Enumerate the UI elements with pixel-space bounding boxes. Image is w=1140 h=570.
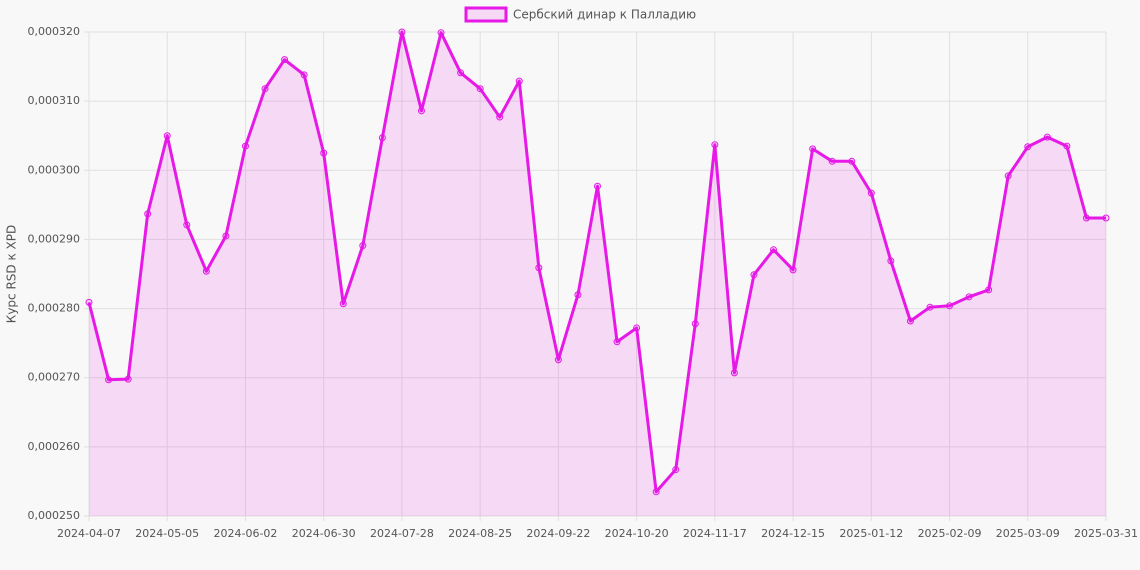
point (926, 303, 934, 311)
point (633, 324, 641, 332)
point (320, 149, 328, 157)
point (281, 56, 289, 64)
point (183, 221, 191, 229)
y-tick-label: 0,000270 (28, 371, 81, 384)
y-tick-label: 0,000250 (28, 509, 81, 522)
area (89, 32, 1106, 516)
point (906, 317, 914, 325)
point (124, 375, 132, 383)
x-tick-label: 2024-10-20 (605, 527, 669, 540)
y-tick-label: 0,000300 (28, 163, 81, 176)
point (867, 189, 875, 197)
point (652, 488, 660, 496)
point (750, 271, 758, 279)
point (574, 291, 582, 299)
x-tick-label: 2024-06-02 (213, 527, 277, 540)
point (1043, 133, 1051, 141)
point (809, 145, 817, 153)
y-tick-label: 0,000310 (28, 94, 81, 107)
point (378, 134, 386, 142)
point (515, 77, 523, 85)
point (1004, 172, 1012, 180)
x-tick-label: 2024-07-28 (370, 527, 434, 540)
legend-label: Сербский динар к Палладию (513, 8, 696, 22)
point (300, 71, 308, 79)
point (554, 356, 562, 364)
point (946, 302, 954, 310)
point (222, 232, 230, 240)
x-tick-label: 2024-12-15 (761, 527, 825, 540)
point (398, 28, 406, 36)
x-tick-label: 2025-03-31 (1074, 527, 1138, 540)
x-tick-label: 2025-03-09 (996, 527, 1060, 540)
point (848, 157, 856, 165)
x-tick-label: 2024-11-17 (683, 527, 747, 540)
point (965, 293, 973, 301)
x-tick-label: 2025-02-09 (918, 527, 982, 540)
point (339, 300, 347, 308)
point (241, 142, 249, 150)
point (672, 466, 680, 474)
point (770, 246, 778, 254)
point (202, 267, 210, 275)
point (496, 113, 504, 121)
y-axis-label: Курс RSD к XPD (5, 225, 19, 323)
point (1024, 143, 1032, 151)
line (87, 30, 1106, 494)
y-tick-label: 0,000280 (28, 302, 81, 315)
point (711, 141, 719, 149)
point (985, 286, 993, 294)
point (730, 369, 738, 377)
point (476, 85, 484, 93)
x-tick-label: 2025-01-12 (839, 527, 903, 540)
x-tick-label: 2024-05-05 (135, 527, 199, 540)
point (1082, 214, 1090, 222)
x-tick-label: 2024-04-07 (57, 527, 121, 540)
point (359, 242, 367, 250)
point (163, 132, 171, 140)
x-tick-label: 2024-06-30 (292, 527, 356, 540)
point (535, 264, 543, 272)
point (613, 338, 621, 346)
x-tick-label: 2024-09-22 (526, 527, 590, 540)
point (457, 69, 465, 77)
point (828, 157, 836, 165)
y-tick-label: 0,000260 (28, 440, 81, 453)
point (261, 85, 269, 93)
point (887, 257, 895, 265)
legend-swatch (464, 6, 508, 23)
point (1102, 214, 1110, 222)
point (1063, 142, 1071, 150)
point (144, 210, 152, 218)
y-tick-label: 0,000320 (28, 25, 81, 38)
point (417, 107, 425, 115)
point (691, 320, 699, 328)
point (437, 29, 445, 37)
y-tick-label: 0,000290 (28, 232, 81, 245)
point (594, 182, 601, 190)
point (85, 298, 93, 306)
x-tick-label: 2024-08-25 (448, 527, 512, 540)
point (789, 266, 797, 274)
point (105, 376, 113, 384)
